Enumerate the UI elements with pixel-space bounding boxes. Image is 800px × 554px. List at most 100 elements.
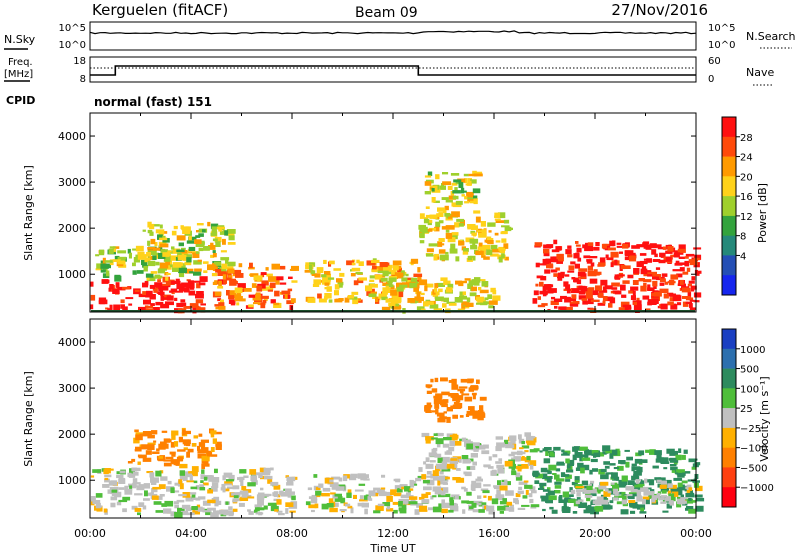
velocity-cell [307,487,313,491]
velocity-cell [183,475,188,481]
velocity-cell [624,449,630,452]
velocity-cell [462,458,471,464]
velocity-cell [409,496,418,500]
velocity-cell [118,477,125,484]
velocity-cell [586,497,591,502]
velocity-cell [211,482,219,488]
power-cell [133,257,141,263]
nsky-strip-frame [89,21,697,51]
power-cell [443,297,449,303]
velocity-cell [466,491,472,496]
velocity-cell [631,466,635,472]
velocity-cell [584,494,593,498]
power-cell [102,257,106,264]
power-cell [467,255,473,261]
power-cell [658,259,666,264]
velocity-cell [192,509,198,514]
velocity-cell [580,467,585,474]
velocity-cell [432,495,437,498]
power-cell [226,229,236,234]
velocity-cell [539,483,543,490]
velocity-cell [201,469,205,474]
power-cell [163,259,171,262]
velocity-cell [685,492,695,498]
velocity-cell [502,498,507,503]
power-cell [176,283,185,290]
velocity-cell [434,490,443,495]
velocity-cell [452,433,458,440]
power-cell [312,284,320,287]
freq-label: Freq. [8,57,33,68]
velocity-cell [659,484,667,489]
power-cell [191,280,201,283]
velocity-cell [589,469,593,475]
velocity-cell [657,491,662,495]
velocity-cell [159,494,165,497]
power-cell [472,188,481,194]
velocity-ytick-label: 3000 [58,382,86,395]
velocity-cell [210,447,215,452]
power-cell [264,297,268,302]
power-cell [271,263,280,270]
power-cell [409,282,418,289]
velocity-cell [137,512,141,516]
velocity-cell [260,475,268,480]
power-cell [445,232,452,239]
power-cell [234,287,243,294]
velocity-cell [477,495,482,499]
power-cell [532,298,538,304]
power-cell [429,304,439,309]
velocity-cell [533,448,540,452]
power-cell [184,254,192,259]
power-cell [643,282,647,287]
power-cell [164,255,171,260]
velocity-cell [185,430,191,435]
power-cell [439,243,445,246]
velocity-cell [170,442,175,448]
power-cell [248,266,255,270]
power-cell [604,285,613,290]
power-cell [228,295,235,300]
velocity-cell [134,429,139,433]
power-cell [667,301,674,306]
velocity-cell [640,507,644,512]
power-cell [396,286,404,292]
velocity-cell [431,448,437,454]
velocity-cell [430,473,439,479]
power-cell [182,229,191,234]
velocity-cell [587,506,596,512]
velocity-cell [267,478,273,484]
power-cell [196,283,201,289]
velocity-cell [153,501,162,505]
velocity-cell [207,489,213,494]
velocity-cell [186,480,195,483]
velocity-cell [600,499,609,505]
power-cell [101,279,110,284]
power-cell [178,242,184,247]
velocity-cell [200,474,205,480]
velocity-cell [190,486,198,490]
velocity-cell [577,499,584,502]
velocity-cell [670,488,676,493]
power-cell [176,249,185,253]
power-cell [90,304,94,310]
velocity-cell [246,495,252,498]
power-cell [198,247,204,252]
power-cell [149,284,156,289]
velocity-cell [272,492,279,497]
velocity-cell [163,459,172,462]
velocity-cell [170,487,175,494]
power-cell [558,257,564,262]
power-cell [327,277,335,280]
velocity-cell [636,491,642,496]
velocity-cell [660,457,669,463]
velocity-cell [439,416,447,420]
power-cell [147,260,156,267]
power-cell [440,277,448,281]
velocity-cell [311,509,315,513]
velocity-ylabel: Slant Range [km] [22,371,35,467]
power-cell [226,290,230,296]
velocity-cell [202,510,212,513]
velocity-cell [174,482,179,486]
